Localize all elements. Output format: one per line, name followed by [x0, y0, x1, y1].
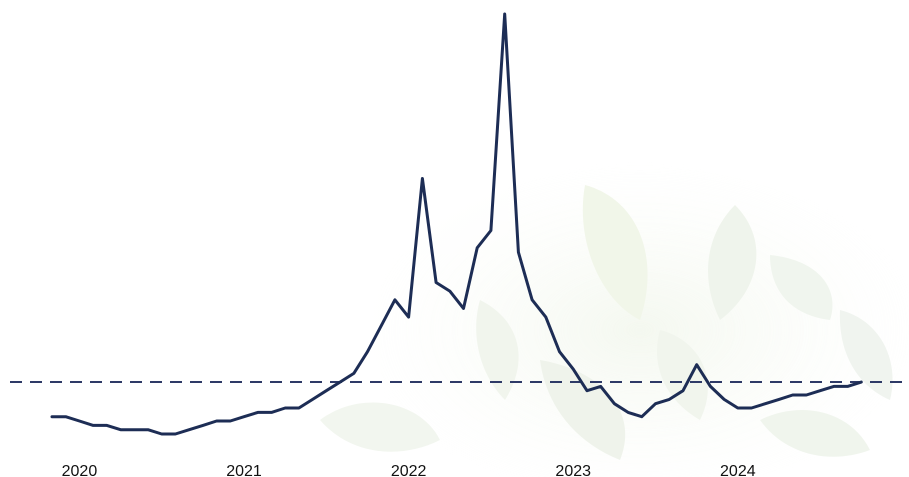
x-tick-label-2021: 2021	[226, 463, 262, 477]
x-tick-label-2024: 2024	[720, 463, 756, 477]
foliage-background	[320, 160, 909, 477]
x-tick-label-2023: 2023	[555, 463, 591, 477]
series-line-0	[50, 12, 863, 436]
x-tick-label-2020: 2020	[62, 463, 98, 477]
x-tick-label-2022: 2022	[391, 463, 427, 477]
